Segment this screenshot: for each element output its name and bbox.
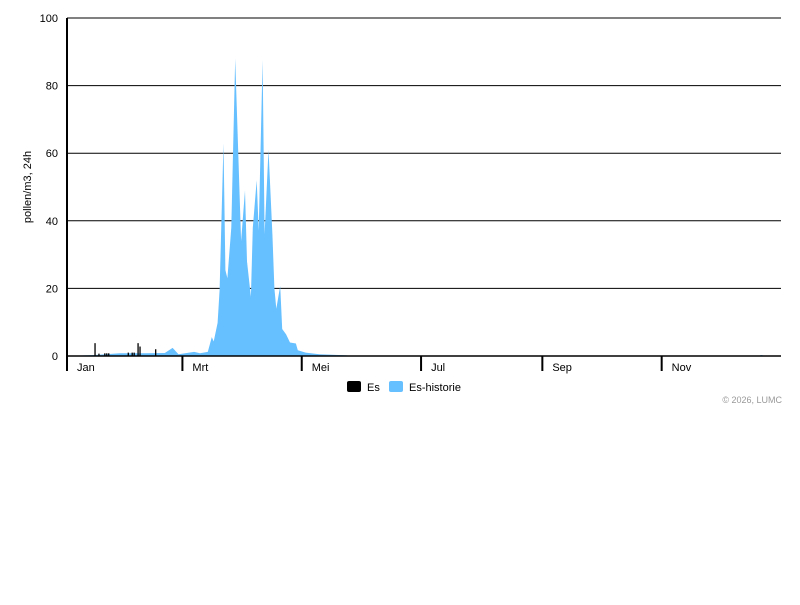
y-tick-label: 80 (46, 81, 58, 93)
x-tick-label: Nov (672, 362, 692, 374)
bar (127, 352, 129, 356)
y-tick-label: 60 (46, 148, 58, 160)
history-area-path (67, 58, 766, 356)
bar (94, 343, 96, 356)
axes: 0 20 40 60 80 100 Jan Mrt Mei Jul Sep Nov (40, 13, 781, 374)
bar (108, 353, 110, 356)
bar (131, 352, 133, 356)
y-tick-label: 40 (46, 216, 58, 228)
history-area (67, 58, 766, 356)
legend-label: Es (367, 382, 380, 394)
x-tick-label: Mei (312, 362, 330, 374)
y-tick-label: 20 (46, 283, 58, 295)
gridlines (67, 17, 781, 289)
legend: Es Es-historie (347, 381, 461, 394)
bar (139, 346, 141, 356)
bar (106, 353, 108, 356)
y-axis-label: pollen/m3, 24h (22, 151, 34, 223)
x-tick-label: Sep (552, 362, 572, 374)
bar (104, 353, 106, 356)
current-bars (94, 343, 157, 356)
bar (133, 352, 135, 356)
legend-label: Es-historie (409, 382, 461, 394)
bar (155, 349, 157, 356)
legend-swatch (389, 381, 403, 392)
bar (98, 353, 100, 356)
bar (137, 343, 139, 356)
x-tick-label: Jan (77, 362, 95, 374)
y-tick-label: 100 (40, 13, 58, 25)
x-tick-label: Mrt (192, 362, 208, 374)
y-tick-label: 0 (52, 351, 58, 363)
x-tick-label: Jul (431, 362, 445, 374)
legend-swatch (347, 381, 361, 392)
copyright: © 2026, LUMC (722, 395, 782, 405)
